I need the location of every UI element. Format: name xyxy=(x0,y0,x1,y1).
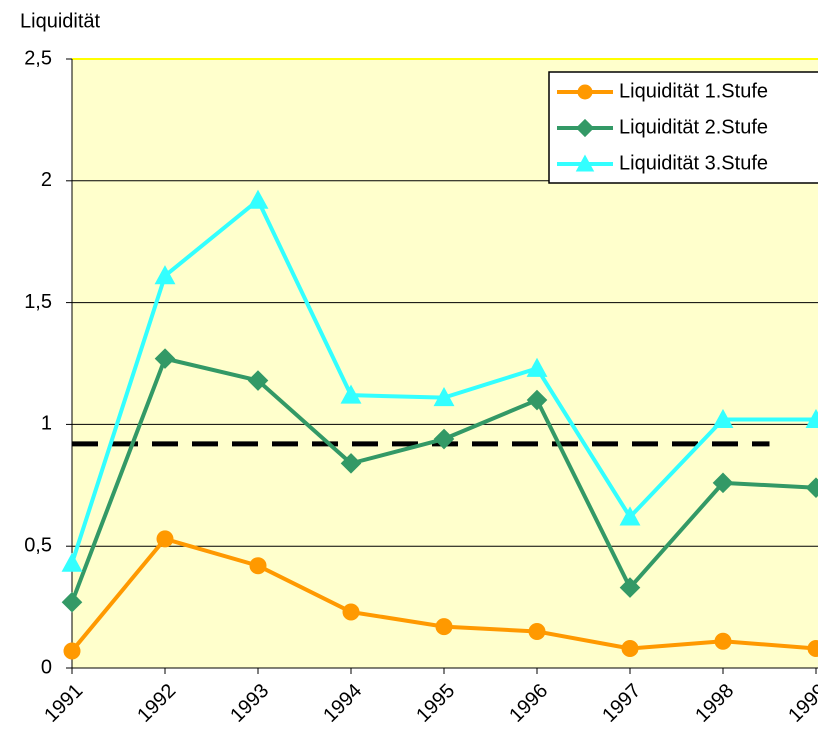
legend-label: Liquidität 3.Stufe xyxy=(619,152,768,174)
data-point xyxy=(247,370,269,391)
x-tick-label: 1994 xyxy=(319,680,366,727)
y-tick-label: 1 xyxy=(41,413,52,435)
data-point xyxy=(807,640,818,658)
y-tick-label: 1,5 xyxy=(24,291,52,313)
data-point xyxy=(433,428,455,450)
data-point xyxy=(340,453,362,474)
y-tick-label: 2 xyxy=(41,169,52,191)
data-point xyxy=(714,632,732,650)
data-point xyxy=(61,552,83,572)
x-tick-label: 1995 xyxy=(412,680,459,727)
legend-marker xyxy=(577,84,593,100)
data-point xyxy=(154,348,176,369)
data-point xyxy=(528,622,546,640)
data-point xyxy=(249,557,267,575)
data-point xyxy=(433,386,455,407)
data-point xyxy=(619,506,641,526)
data-point xyxy=(63,642,81,660)
data-point xyxy=(61,591,83,613)
x-tick-label: 1992 xyxy=(133,680,180,727)
data-point xyxy=(712,472,734,494)
x-tick-label: 1991 xyxy=(40,680,87,727)
y-tick-label: 0,5 xyxy=(24,534,52,556)
legend-marker xyxy=(575,154,595,172)
legend-marker xyxy=(575,118,595,138)
data-point xyxy=(435,618,453,636)
y-tick-label: 0 xyxy=(41,656,52,678)
y-tick-label: 2,5 xyxy=(24,47,52,69)
y-axis-label: Liquidität xyxy=(20,10,101,32)
data-point xyxy=(156,530,174,548)
data-point xyxy=(526,357,548,377)
data-point xyxy=(340,384,362,404)
x-tick-label: 1997 xyxy=(598,680,645,727)
data-point xyxy=(342,603,360,621)
data-point xyxy=(621,640,639,658)
x-tick-label: 1999 xyxy=(784,680,818,727)
legend-label: Liquidität 2.Stufe xyxy=(619,116,768,138)
x-tick-label: 1998 xyxy=(691,680,738,727)
data-point xyxy=(805,477,818,499)
data-point xyxy=(154,265,176,285)
x-tick-label: 1993 xyxy=(226,680,273,727)
data-point xyxy=(805,408,818,429)
data-point xyxy=(619,577,641,598)
data-point xyxy=(526,389,548,411)
x-tick-label: 1996 xyxy=(505,680,552,727)
data-point xyxy=(712,408,734,429)
legend-label: Liquidität 1.Stufe xyxy=(619,80,768,102)
data-point xyxy=(247,189,269,209)
